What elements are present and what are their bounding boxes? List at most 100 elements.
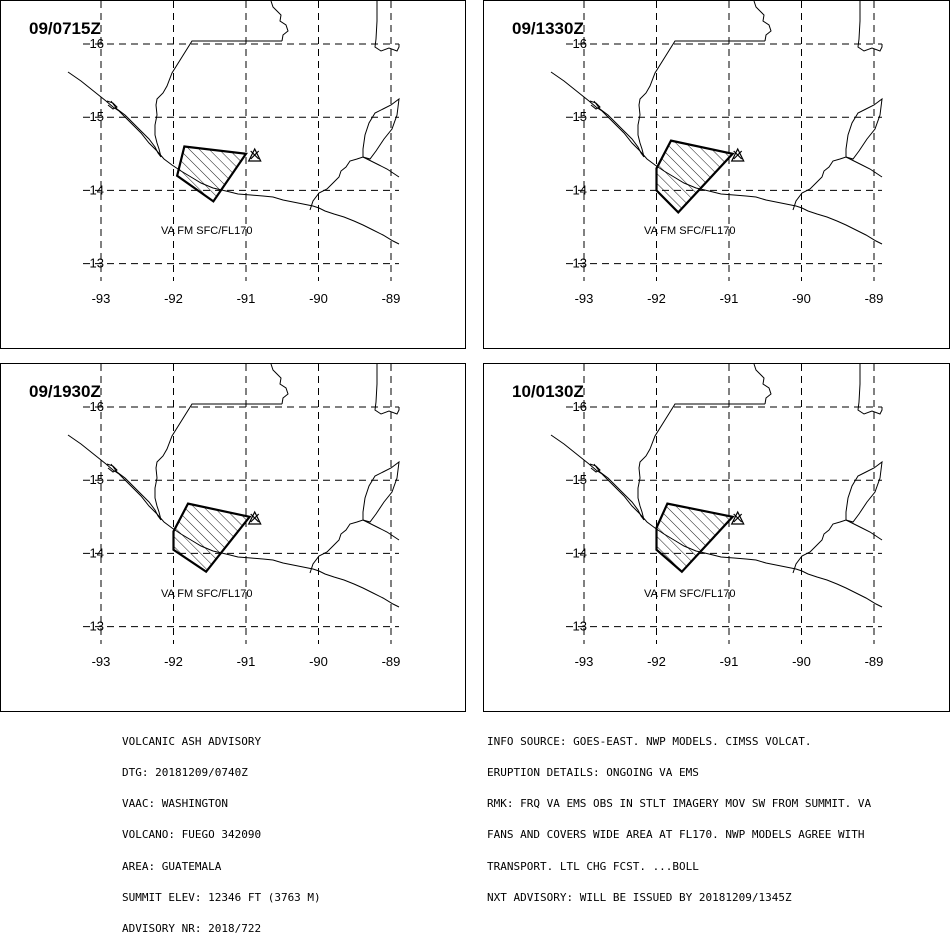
lat-tick-label: 15: [90, 109, 104, 124]
va-altitude-label: VA FM SFC/FL170: [644, 588, 736, 600]
lat-tick-label: 14: [573, 182, 587, 197]
lon-tick-label: -90: [792, 654, 811, 669]
map-svg: 16 15 14 13 -93 -92 -91 -90 -89: [67, 364, 401, 669]
advisory-line: ADVISORY NR: 2018/722: [122, 922, 262, 936]
lat-tick-label: 13: [573, 619, 587, 634]
lagoon-outline: [106, 463, 118, 473]
lon-tick-label: -93: [575, 291, 594, 306]
panel-time-title: 10/0130Z: [512, 382, 584, 401]
lat-tick-label: 13: [573, 256, 587, 271]
ash-cloud-polygon: [655, 502, 735, 574]
border-line: [270, 364, 289, 405]
lon-tick-label: -92: [164, 291, 183, 306]
advisory-line: AREA: GUATEMALA: [122, 859, 222, 873]
lat-tick-label: 15: [90, 472, 104, 487]
forecast-panel-2: 16 15 14 13 -93 -92 -91 -90 -89 09/1330Z VA FM S…: [483, 0, 950, 349]
panel-time-title: 09/1930Z: [29, 382, 101, 401]
lon-tick-label: -93: [92, 291, 111, 306]
forecast-panel-1: 16 15 14 13 -93 -92 -91 -90 -89 09/0715Z VA FM S…: [0, 0, 466, 349]
border-line: [270, 1, 289, 42]
advisory-line: VOLCANIC ASH ADVISORY: [122, 734, 262, 748]
lon-tick-label: -91: [237, 654, 256, 669]
lat-tick-label: 16: [573, 399, 587, 414]
border-guatemala-honduras: [792, 97, 883, 211]
coastline: [67, 71, 400, 245]
lon-tick-label: -90: [792, 291, 811, 306]
volcano-x-icon: [733, 150, 743, 160]
coastline: [67, 434, 400, 608]
advisory-line: SUMMIT ELEV: 12346 FT (3763 M): [122, 890, 321, 904]
volcano-x-icon: [250, 513, 260, 523]
lagoon-outline: [589, 463, 601, 473]
lat-tick-label: 16: [90, 36, 104, 51]
border-guatemala-honduras: [792, 460, 883, 574]
map-svg: 16 15 14 13 -93 -92 -91 -90 -89: [550, 364, 884, 669]
lat-tick-label: 15: [573, 472, 587, 487]
panel-time-title: 09/0715Z: [29, 19, 101, 38]
advisory-line: DTG: 20181209/0740Z: [122, 766, 248, 780]
border-line: [857, 364, 883, 415]
volcano-triangle-icon: [247, 147, 262, 162]
advisory-line: VAAC: WASHINGTON: [122, 797, 228, 811]
lon-tick-label: -91: [720, 291, 739, 306]
advisory-header-block: VOLCANIC ASH ADVISORY DTG: 20181209/0740…: [122, 716, 321, 945]
border-mexico-guatemala: [110, 40, 282, 158]
advisory-line: VOLCANO: FUEGO 342090: [122, 828, 262, 842]
lat-tick-label: 14: [90, 545, 104, 560]
advisory-line: INFO SOURCE: GOES-EAST. NWP MODELS. CIMS…: [487, 734, 812, 748]
border-line: [857, 1, 883, 52]
lat-tick-label: 16: [573, 36, 587, 51]
volcano-x-icon: [250, 150, 260, 160]
lagoon-outline: [589, 100, 601, 110]
volcano-x-icon: [733, 513, 743, 523]
advisory-line: ERUPTION DETAILS: ONGOING VA EMS: [487, 766, 699, 780]
map-svg: 16 15 14 13 -93 -92 -91 -90 -89: [67, 1, 401, 306]
lat-tick-label: 15: [573, 109, 587, 124]
ash-cloud-polygon: [175, 145, 248, 203]
map-svg: 16 15 14 13 -93 -92 -91 -90 -89: [550, 1, 884, 306]
va-altitude-label: VA FM SFC/FL170: [161, 225, 253, 237]
lon-tick-label: -91: [237, 291, 256, 306]
border-line: [753, 1, 772, 42]
volcano-triangle-icon: [730, 147, 745, 162]
panel-time-title: 09/1330Z: [512, 19, 584, 38]
volcano-triangle-icon: [730, 510, 745, 525]
border-mexico-guatemala: [110, 403, 282, 521]
border-mexico-guatemala: [593, 403, 765, 521]
lon-tick-label: -90: [309, 654, 328, 669]
border-line: [845, 156, 883, 178]
lon-tick-label: -93: [92, 654, 111, 669]
lon-tick-label: -93: [575, 654, 594, 669]
volcano-triangle-icon: [247, 510, 262, 525]
lat-tick-label: 13: [90, 256, 104, 271]
forecast-panel-4: 16 15 14 13 -93 -92 -91 -90 -89 10/0130Z VA FM S…: [483, 363, 950, 712]
border-line: [374, 1, 400, 52]
lat-tick-label: 13: [90, 619, 104, 634]
lon-tick-label: -91: [720, 654, 739, 669]
lat-tick-label: 14: [90, 182, 104, 197]
lat-tick-label: 14: [573, 545, 587, 560]
va-altitude-label: VA FM SFC/FL170: [161, 588, 253, 600]
coastline: [550, 434, 883, 608]
lagoon-outline: [106, 100, 118, 110]
advisory-line: FANS AND COVERS WIDE AREA AT FL170. NWP …: [487, 828, 865, 842]
border-line: [362, 156, 400, 178]
lat-tick-label: 16: [90, 399, 104, 414]
lon-tick-label: -89: [865, 654, 884, 669]
border-guatemala-honduras: [309, 460, 400, 574]
forecast-panel-3: 16 15 14 13 -93 -92 -91 -90 -89 09/1930Z VA FM S…: [0, 363, 466, 712]
lon-tick-label: -92: [164, 654, 183, 669]
lon-tick-label: -89: [865, 291, 884, 306]
advisory-line: RMK: FRQ VA EMS OBS IN STLT IMAGERY MOV …: [487, 797, 872, 811]
border-line: [753, 364, 772, 405]
border-line: [362, 519, 400, 541]
ash-cloud-polygon: [172, 502, 252, 574]
lon-tick-label: -92: [647, 291, 666, 306]
lon-tick-label: -89: [382, 654, 401, 669]
border-mexico-guatemala: [593, 40, 765, 158]
border-line: [374, 364, 400, 415]
lon-tick-label: -90: [309, 291, 328, 306]
lon-tick-label: -92: [647, 654, 666, 669]
lon-tick-label: -89: [382, 291, 401, 306]
ash-cloud-polygon: [655, 139, 735, 214]
